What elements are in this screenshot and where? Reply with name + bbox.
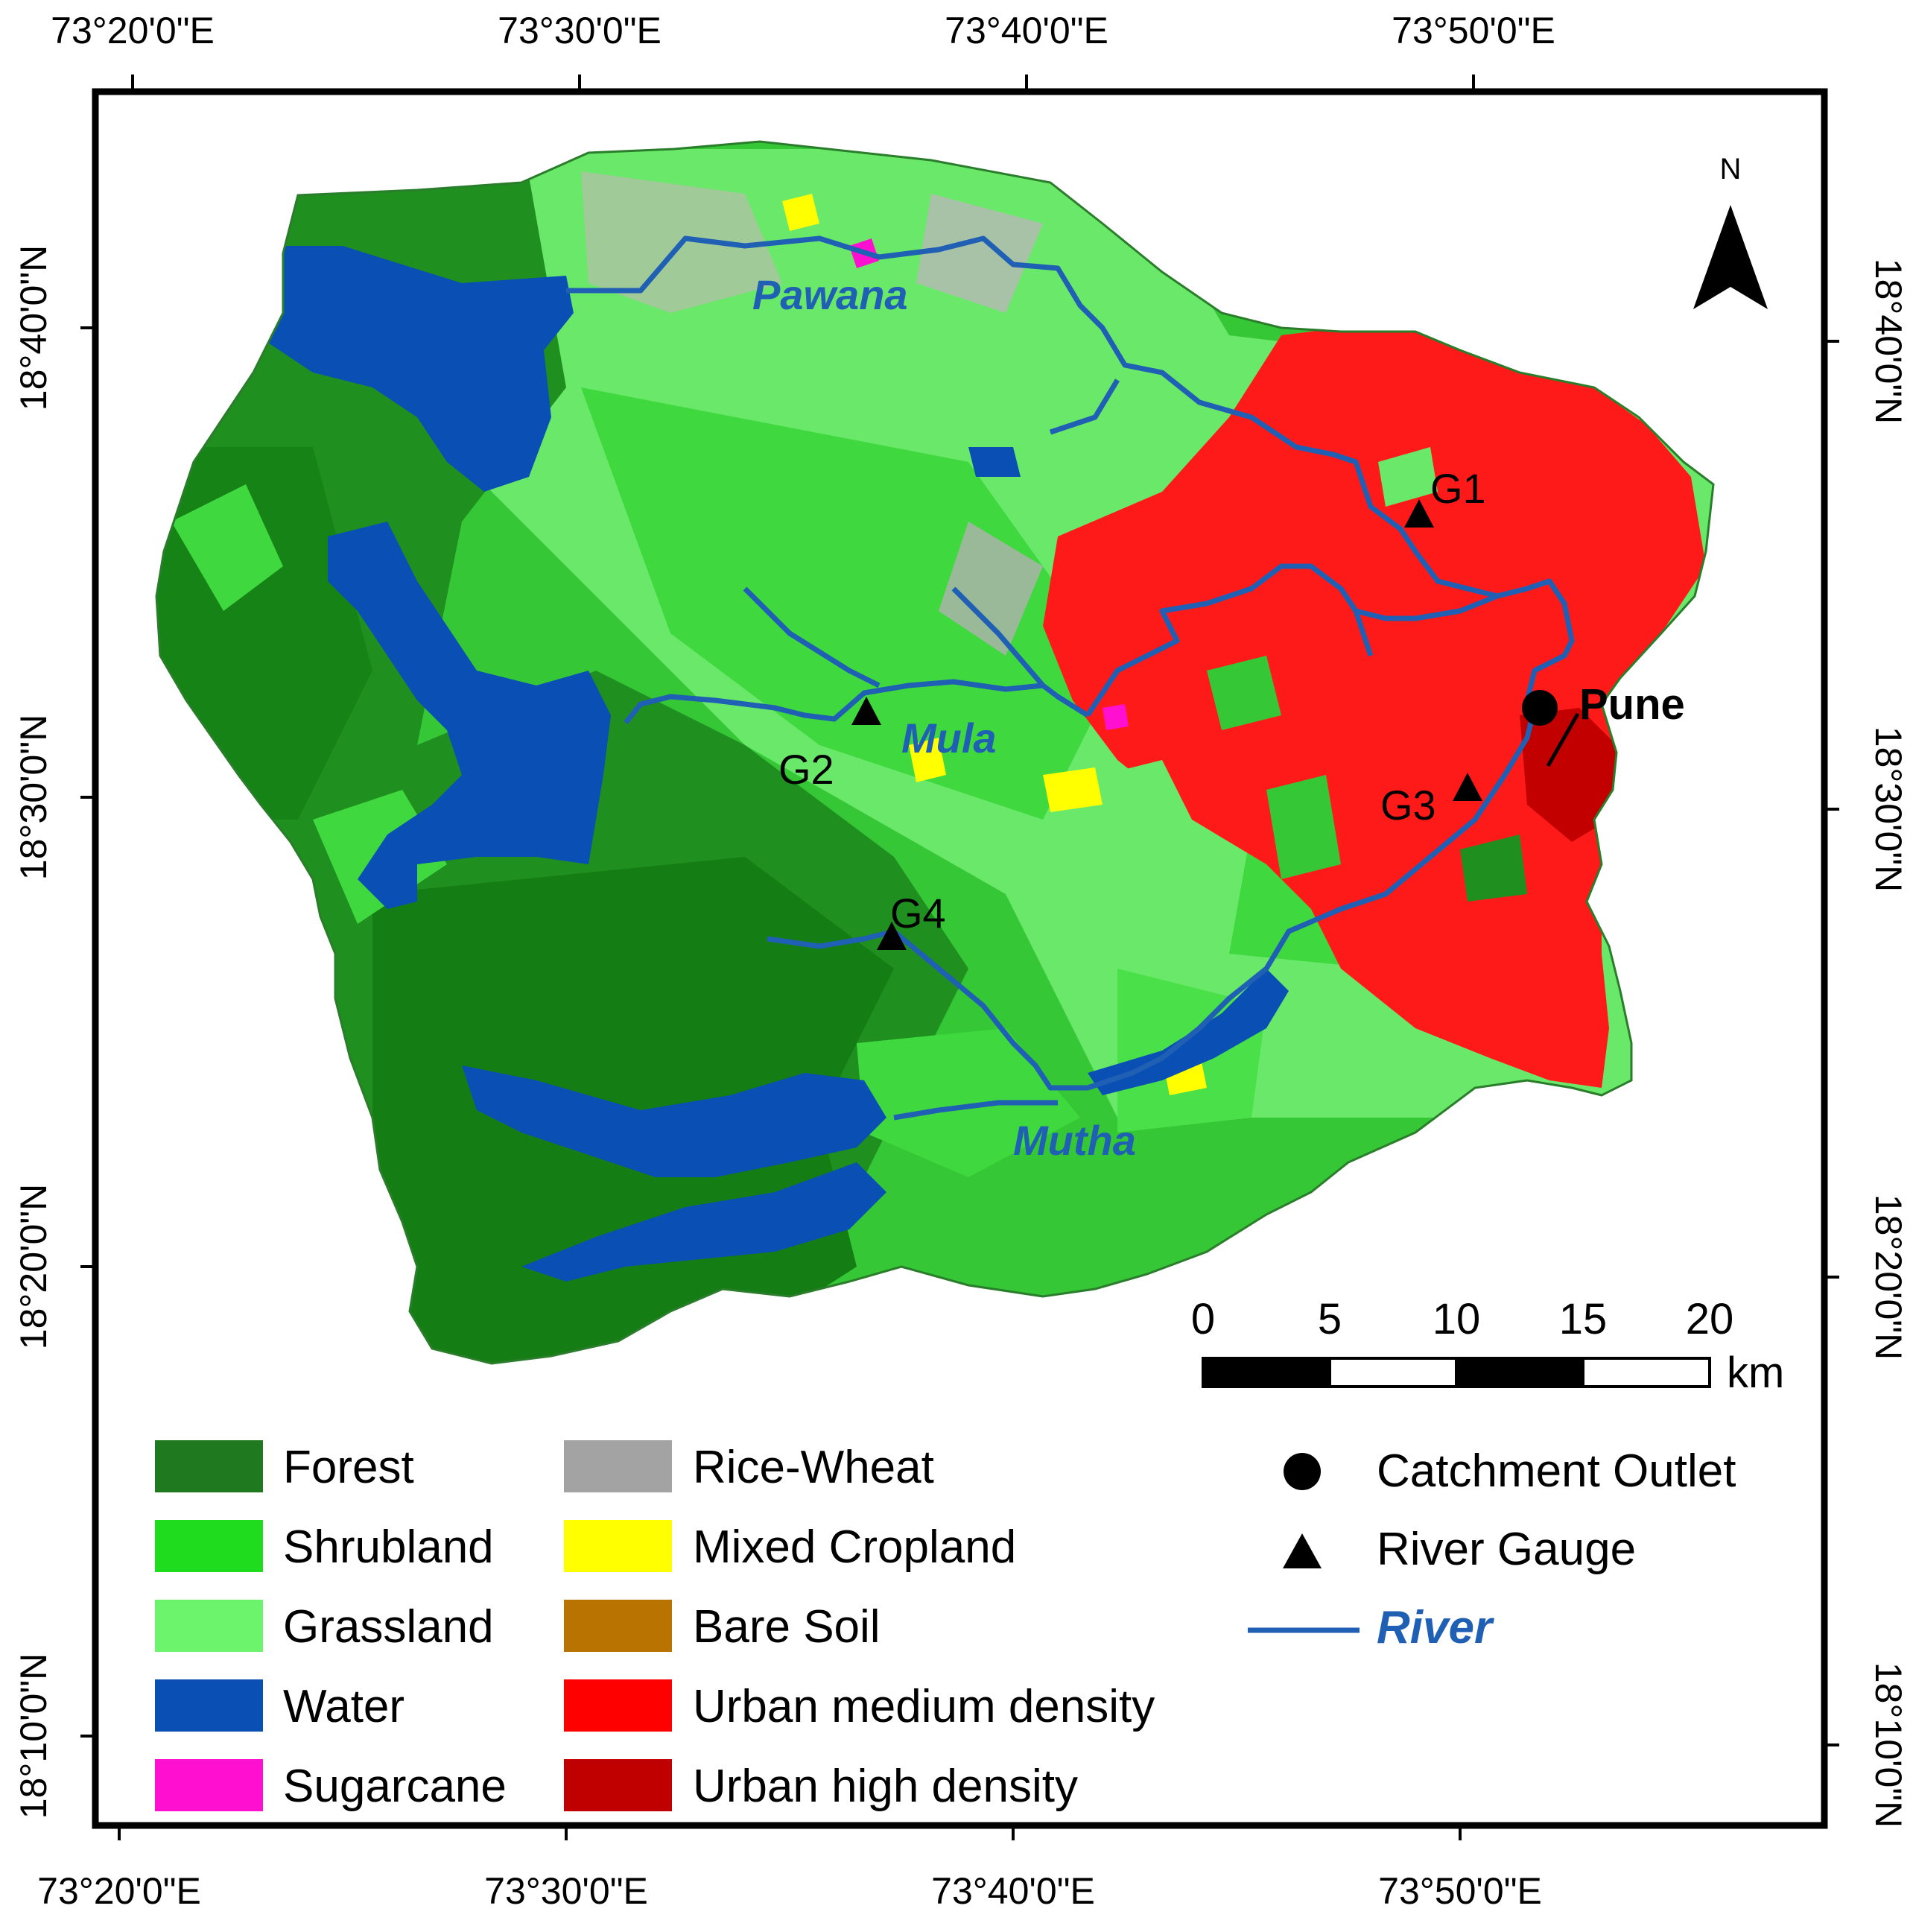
lat-label-right: 18°20'0"N (1868, 1194, 1909, 1360)
lat-label-left: 18°40'0"N (13, 245, 54, 411)
scale-tick-label: 0 (1191, 1295, 1215, 1343)
gauge-label-g3: G3 (1380, 782, 1436, 829)
legend-label: River Gauge (1377, 1524, 1636, 1575)
pune-leader-line (1546, 712, 1580, 767)
catchment-outlet-circle-icon (1522, 690, 1558, 726)
legend-swatch-rice-wheat (564, 1440, 672, 1492)
lon-label-bottom: 73°20'0"E (37, 1870, 201, 1912)
legend-swatch-forest (155, 1440, 263, 1492)
river-pawana (566, 235, 1575, 701)
legend-land-cover-col-2: Rice-Wheat Mixed Cropland Bare Soil Urba… (564, 1440, 1155, 1812)
north-label: N (1720, 153, 1742, 186)
scale-tick-label: 10 (1433, 1295, 1481, 1343)
river-label-mula: Mula (901, 715, 997, 761)
legend-swatch-water (155, 1679, 263, 1732)
lon-label-top: 73°50'0"E (1392, 10, 1555, 51)
scale-unit-label: km (1727, 1349, 1784, 1397)
north-arrow: N (1693, 153, 1768, 309)
gauge-g1-triangle-icon (1404, 499, 1434, 528)
legend-triangle-icon (1283, 1533, 1322, 1568)
reservoir-mula (328, 522, 611, 909)
scale-bar: 0 5 10 15 20 km (1191, 1295, 1784, 1397)
legend-label: Rice-Wheat (693, 1442, 934, 1493)
lat-label-right: 18°40'0"N (1868, 259, 1909, 424)
map-frame (92, 88, 1828, 1829)
gauge-label-g4: G4 (890, 890, 946, 937)
bottom-longitude-labels: 73°20'0"E 73°30'0"E 73°40'0"E 73°50'0"E (37, 1870, 1542, 1912)
reservoir-pawana (246, 246, 574, 492)
scale-tick-label: 20 (1686, 1295, 1734, 1343)
legend-label: Urban medium density (693, 1681, 1155, 1732)
lon-label-bottom: 73°50'0"E (1378, 1870, 1542, 1912)
legend-swatch-urban-high (564, 1759, 672, 1811)
legend: Forest Shrubland Grassland Water Sugarca… (155, 1440, 1736, 1812)
legend-label: Bare Soil (693, 1601, 881, 1653)
river-mula (624, 679, 1089, 725)
left-latitude-labels: 18°40'0"N 18°30'0"N 18°20'0"N 18°10'0"N (13, 245, 54, 1819)
legend-symbols: Catchment Outlet River Gauge River (1248, 1445, 1736, 1653)
lat-label-left: 18°30'0"N (13, 715, 54, 880)
top-longitude-labels: 73°20'0"E 73°30'0"E 73°40'0"E 73°50'0"E (51, 10, 1555, 51)
legend-label: Urban high density (693, 1761, 1078, 1812)
lat-label-left: 18°20'0"N (13, 1184, 54, 1349)
gauge-label-g2: G2 (778, 746, 834, 793)
gauge-g2-triangle-icon (851, 697, 881, 725)
catchment-boundary (155, 140, 1715, 1365)
gauge-label-g1: G1 (1430, 465, 1486, 512)
legend-label: Mixed Cropland (693, 1521, 1016, 1573)
legend-swatch-sugarcane (155, 1759, 263, 1811)
legend-label: Grassland (283, 1601, 494, 1653)
legend-swatch-bare-soil (564, 1600, 672, 1652)
river-labels: Pawana Mula Mutha (752, 271, 1136, 1164)
river-network (566, 235, 1575, 1121)
legend-swatch-urban-medium (564, 1679, 672, 1732)
reservoir-mutha-south (521, 1162, 886, 1282)
legend-label-river: River (1377, 1602, 1494, 1653)
right-latitude-labels: 18°40'0"N 18°30'0"N 18°20'0"N 18°10'0"N (1868, 259, 1909, 1828)
river-label-mutha: Mutha (1013, 1117, 1136, 1164)
legend-label: Forest (283, 1442, 414, 1493)
legend-swatch-mixed-cropland (564, 1520, 672, 1572)
lon-label-bottom: 73°30'0"E (484, 1870, 648, 1912)
legend-label: Shrubland (283, 1521, 494, 1573)
legend-swatch-grassland (155, 1600, 263, 1652)
legend-circle-icon (1284, 1453, 1321, 1490)
gauge-g4-triangle-icon (877, 922, 907, 950)
legend-land-cover-col-1: Forest Shrubland Grassland Water Sugarca… (155, 1440, 507, 1812)
lon-label-top: 73°30'0"E (498, 10, 662, 51)
gauge-labels: G1 G2 G3 G4 (778, 465, 1486, 937)
river-gauges (851, 499, 1482, 950)
legend-label: Sugarcane (283, 1761, 507, 1812)
gauge-g3-triangle-icon (1453, 773, 1482, 801)
north-arrow-icon (1693, 205, 1768, 309)
scale-tick-label: 5 (1318, 1295, 1342, 1343)
reservoir-mutha (462, 1065, 886, 1177)
lat-label-right: 18°10'0"N (1868, 1662, 1909, 1828)
lon-label-top: 73°40'0"E (945, 10, 1108, 51)
reservoir-khadakwasla (1088, 969, 1289, 1095)
river-mutha (767, 707, 1538, 1091)
graticule-ticks (80, 75, 1839, 1840)
legend-label: Catchment Outlet (1377, 1445, 1736, 1497)
legend-label: Water (283, 1681, 405, 1732)
lon-label-bottom: 73°40'0"E (931, 1870, 1095, 1912)
scale-tick-label: 15 (1559, 1295, 1608, 1343)
city-label-pune: Pune (1579, 680, 1685, 729)
river-label-pawana: Pawana (752, 271, 908, 318)
lat-label-left: 18°10'0"N (13, 1653, 54, 1819)
lat-label-right: 18°30'0"N (1868, 726, 1909, 892)
legend-swatch-shrubland (155, 1520, 263, 1572)
lon-label-top: 73°20'0"E (51, 10, 215, 51)
